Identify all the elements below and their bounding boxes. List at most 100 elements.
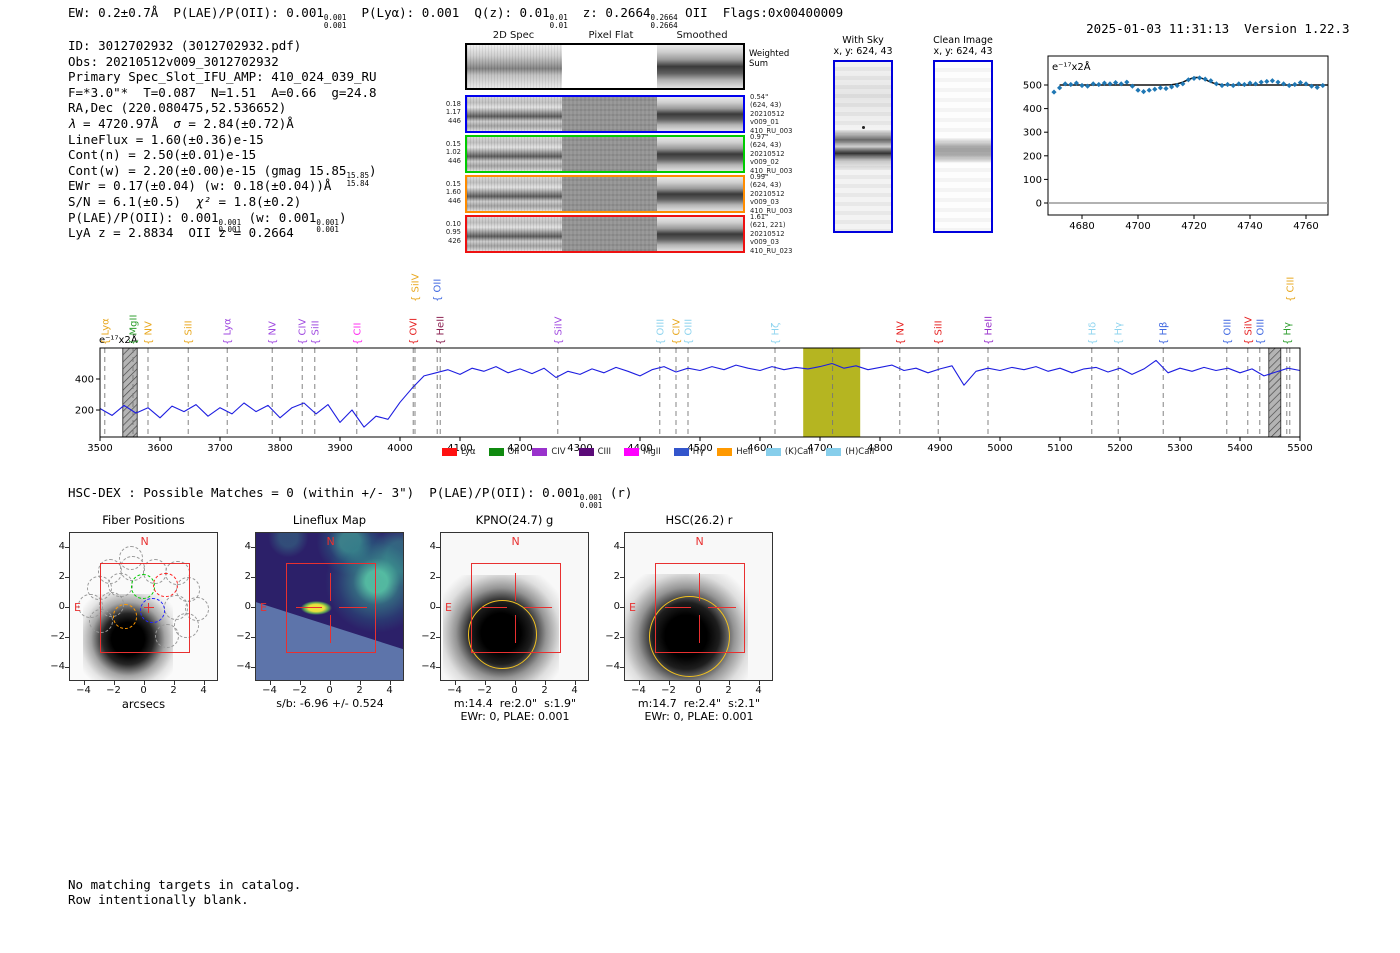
- data-point: [1129, 83, 1135, 89]
- data-point: [1085, 83, 1091, 89]
- line-label-HeII: { HeII: [436, 316, 447, 345]
- spacer: [1229, 21, 1244, 36]
- fraction-lower: 0.001: [323, 20, 347, 30]
- x-tick-label: 3700: [207, 443, 232, 454]
- data-point: [1057, 85, 1063, 91]
- data-point: [1113, 80, 1119, 86]
- info-line: RA,Dec (220.080475,52.536652): [68, 100, 377, 116]
- cutout-y-tick: [620, 666, 624, 668]
- data-point: [1096, 81, 1102, 88]
- annotation-line: 0.54": [750, 93, 769, 101]
- stat-value: 0.15: [445, 180, 461, 188]
- main-x-axis: 3500360037003800390040004100420043004400…: [87, 437, 1313, 454]
- crosshair-horizontal: [480, 606, 507, 609]
- fraction-upper: 15.85: [346, 170, 370, 180]
- spec2d-pixelflat-image: [562, 97, 657, 131]
- text-segment: ): [369, 162, 377, 178]
- spec2d-row-left-stats: 0.15 1.02 446: [437, 140, 461, 165]
- clean-image: [933, 60, 993, 233]
- spec2d-smoothed-image: [657, 177, 743, 211]
- crosshair-vertical: [514, 572, 517, 601]
- info-line: EWr = 0.17(±0.04) (w: 0.18(±0.04))Å: [68, 178, 377, 194]
- text-segment: LyA z = 2.8834 OII z = 0.2664: [68, 225, 294, 241]
- with-sky-coords: x, y: 624, 43: [833, 45, 893, 57]
- legend-label: Hγ: [692, 447, 705, 457]
- main-axes-box: [99, 347, 1301, 438]
- x-tick-label: 4760: [1293, 221, 1318, 232]
- cutout-x-tick: [173, 681, 175, 685]
- cutout-y-tick: [251, 576, 255, 578]
- data-point: [1208, 78, 1214, 84]
- fraction-upper: 0.001: [323, 13, 347, 22]
- spec2d-pixelflat-image: [562, 137, 657, 171]
- fraction-lower: 15.84: [346, 178, 370, 188]
- data-point: [1258, 79, 1264, 85]
- data-point: [1320, 82, 1326, 89]
- lineflux-blobs: [256, 533, 403, 680]
- stat-value: 446: [448, 156, 461, 165]
- spec2d-2d-image: [467, 177, 562, 211]
- crosshair-vertical: [698, 614, 701, 643]
- kpno-title: KPNO(24.7) g: [475, 513, 554, 527]
- data-point: [1141, 89, 1147, 95]
- cutout-x-tick: [698, 681, 700, 685]
- data-point: [1068, 81, 1074, 88]
- legend-label: HeII: [736, 447, 753, 457]
- text-segment: (r): [602, 485, 633, 500]
- fraction-lower: 0.001: [579, 500, 603, 510]
- text-segment: Obs: 20210512v009_3012702932: [68, 53, 279, 69]
- data-point: [1281, 81, 1287, 87]
- annotation-line: (621, 221): [750, 221, 786, 230]
- cutout-y-tick-label: 4: [244, 540, 251, 552]
- cutout-x-tick-label: −2: [106, 685, 121, 696]
- line-label-SiIV: { SiIV: [411, 273, 422, 302]
- annotation-line: 410_RU_023: [750, 246, 793, 255]
- data-point: [1225, 81, 1231, 88]
- inset-y-axis: 0 100 200 300 400 500: [1023, 81, 1048, 210]
- x-tick-label: 4700: [1125, 221, 1150, 232]
- hsc-magnitudes-caption: m:14.7 re:2.4" s:2.1": [637, 697, 761, 710]
- line-label-HeII: { HeII: [984, 316, 995, 345]
- cutout-x-tick: [758, 681, 760, 685]
- lineflux-map-title: Lineflux Map: [292, 513, 367, 527]
- cutout-y-tick-label: 0: [429, 600, 436, 612]
- line-label-SiII: { SiII: [310, 320, 321, 345]
- spec2d-2d-image: [467, 97, 562, 131]
- cutout-y-tick-label: 4: [613, 540, 620, 552]
- data-point: [1152, 86, 1158, 92]
- cutout-x-tick: [269, 681, 271, 685]
- line-label-Lyα: { Lyα: [100, 318, 111, 345]
- x-tick-label: 4680: [1069, 221, 1094, 232]
- fraction-lower: 0.2664: [650, 20, 678, 30]
- crosshair-horizontal: [707, 606, 736, 609]
- clean-image-coords: x, y: 624, 43: [933, 45, 993, 57]
- spec2d-weighted-sum-row: [465, 43, 745, 90]
- legend-item: (K)CaII: [765, 447, 813, 457]
- cutout-x-tick-label: −4: [76, 685, 91, 696]
- stacked-fraction: 15.85 15.84: [346, 170, 370, 188]
- cutout-y-tick: [65, 636, 69, 638]
- data-point: [1236, 81, 1242, 87]
- cutout-y-tick: [436, 576, 440, 578]
- line-label-OIII: { OIII: [684, 319, 695, 345]
- x-tick-label: 4900: [927, 443, 952, 454]
- cutout-x-tick-label: 2: [356, 685, 363, 696]
- stat-value: 426: [448, 236, 461, 245]
- text-segment: LineFlux = 1.60(±0.36)e-15: [68, 131, 264, 147]
- cutout-y-tick: [65, 576, 69, 578]
- spec2d-row: [465, 95, 745, 133]
- footer-no-match: No matching targets in catalog.: [68, 877, 302, 892]
- spec2d-header-pixelflat: Pixel Flat: [588, 30, 634, 41]
- text-segment: = 1.8(±0.2): [211, 193, 302, 209]
- cutout-y-tick-label: 0: [613, 600, 620, 612]
- legend-item: CIII: [578, 447, 611, 457]
- clean-image-title-line: Clean Image: [933, 35, 993, 46]
- crosshair-vertical: [329, 572, 332, 601]
- crosshair-vertical: [698, 572, 701, 601]
- cutout-y-tick: [620, 636, 624, 638]
- spec2d-row-annotation: 1.61" (621, 221) 20210512 v009_03 410_RU_023: [750, 213, 810, 255]
- detection-info-block: ID: 3012702932 (3012702932.pdf) Obs: 2021…: [68, 38, 377, 241]
- spec2d-row: [465, 175, 745, 213]
